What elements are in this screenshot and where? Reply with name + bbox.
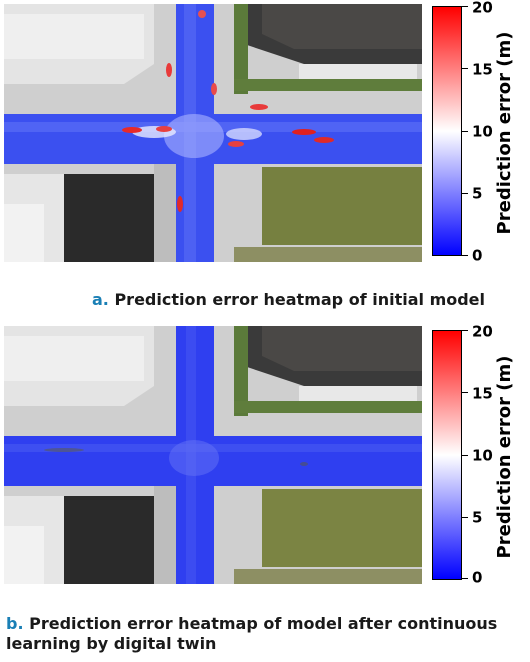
- colorbar-a-tick: [461, 68, 468, 69]
- colorbar-b-tick: [461, 578, 468, 579]
- colorbar-a-tick-label: 10: [472, 122, 493, 141]
- colorbar-a-tick-label: 5: [472, 184, 483, 203]
- caption-a-letter: a.: [92, 290, 109, 309]
- heatmap-map-a: [4, 4, 422, 262]
- caption-a: a. Prediction error heatmap of initial m…: [92, 290, 485, 309]
- colorbar-b-tick: [461, 517, 468, 518]
- colorbar-b-tick-label: 10: [472, 446, 493, 465]
- colorbar-a-tick-label: 20: [472, 0, 493, 17]
- caption-b-text-line1: Prediction error heatmap of model after …: [29, 614, 498, 633]
- colorbar-a-tick: [461, 6, 468, 7]
- colorbar-a-tick-label: 15: [472, 60, 493, 79]
- colorbar-a-tick: [461, 131, 468, 132]
- colorbar-b-title: Prediction error (m): [494, 355, 515, 559]
- colorbar-b-tick-label: 0: [472, 568, 483, 587]
- colorbar-a-tick: [461, 193, 468, 194]
- caption-b-text-line2: learning by digital twin: [6, 634, 217, 653]
- colorbar-b-tick: [461, 455, 468, 456]
- colorbar-a: [432, 6, 462, 256]
- colorbar-b-tick: [461, 330, 468, 331]
- colorbar-b: [432, 330, 462, 580]
- colorbar-b-tick-label: 20: [472, 322, 493, 341]
- caption-b-letter: b.: [6, 614, 24, 633]
- city-scene-b: [4, 326, 422, 584]
- colorbar-a-title: Prediction error (m): [494, 31, 515, 235]
- colorbar-b-tick-label: 5: [472, 508, 483, 527]
- colorbar-b-tick-label: 15: [472, 384, 493, 403]
- caption-a-text: Prediction error heatmap of initial mode…: [114, 290, 486, 309]
- colorbar-a-tick-label: 0: [472, 246, 483, 265]
- city-scene-a: [4, 4, 422, 262]
- colorbar-b-tick: [461, 392, 468, 393]
- colorbar-a-tick: [461, 255, 468, 256]
- caption-b: b. Prediction error heatmap of model aft…: [6, 614, 497, 654]
- heatmap-map-b: [4, 326, 422, 584]
